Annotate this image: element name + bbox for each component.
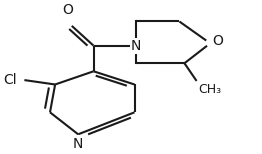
Text: CH₃: CH₃ — [199, 83, 222, 96]
Text: N: N — [73, 136, 83, 150]
Text: O: O — [213, 34, 223, 48]
Text: O: O — [63, 3, 73, 17]
Text: Cl: Cl — [3, 73, 17, 87]
Text: N: N — [131, 39, 141, 53]
